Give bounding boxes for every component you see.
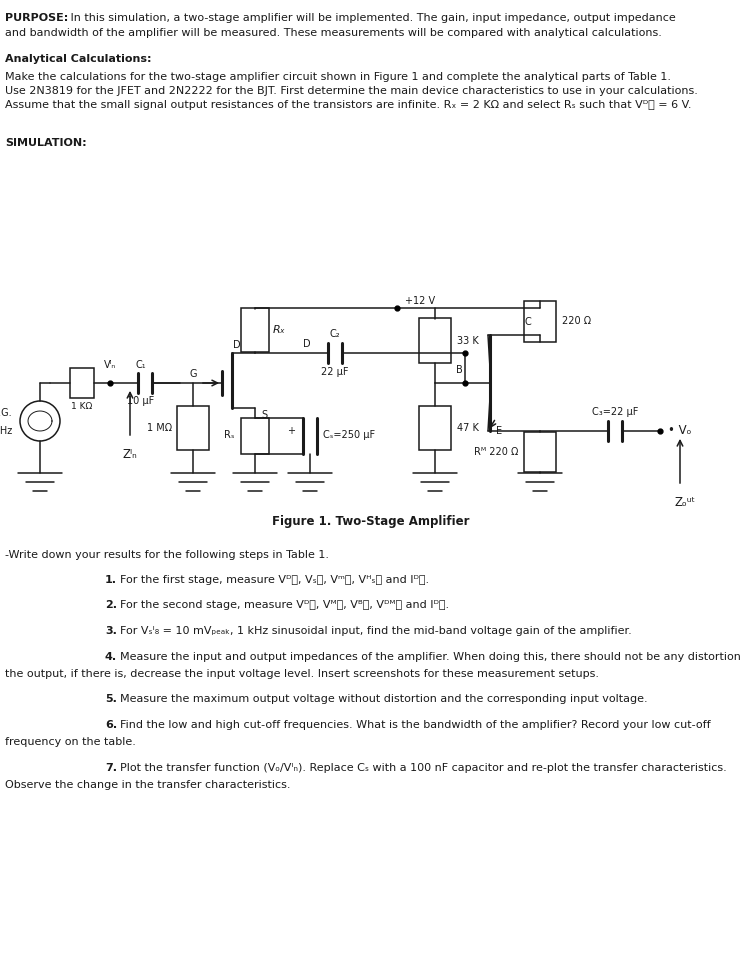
- Text: C: C: [525, 317, 532, 327]
- Text: 1 kHz: 1 kHz: [0, 426, 12, 436]
- Text: Rₓ: Rₓ: [273, 326, 286, 336]
- Text: Measure the maximum output voltage without distortion and the corresponding inpu: Measure the maximum output voltage witho…: [120, 695, 648, 704]
- Bar: [524, 302, 556, 342]
- Text: +12 V: +12 V: [405, 296, 436, 306]
- Text: 1.: 1.: [105, 575, 117, 585]
- Bar: [241, 417, 269, 453]
- Text: 10 μF: 10 μF: [128, 396, 154, 406]
- Text: 220 Ω: 220 Ω: [562, 316, 591, 327]
- Bar: [70, 368, 94, 398]
- Text: In this simulation, a two-stage amplifier will be implemented. The gain, input i: In this simulation, a two-stage amplifie…: [67, 13, 676, 23]
- Bar: [177, 406, 209, 450]
- Text: D: D: [303, 339, 311, 349]
- Text: Rᴹ 220 Ω: Rᴹ 220 Ω: [473, 447, 518, 457]
- Text: B: B: [456, 365, 463, 375]
- Text: and bandwidth of the amplifier will be measured. These measurements will be comp: and bandwidth of the amplifier will be m…: [5, 27, 662, 38]
- Text: D: D: [233, 340, 240, 350]
- Text: 4.: 4.: [105, 652, 117, 662]
- Text: 33 K: 33 K: [457, 336, 479, 345]
- Text: E: E: [496, 426, 502, 436]
- Text: S.G.: S.G.: [0, 408, 12, 418]
- Text: Use 2N3819 for the JFET and 2N2222 for the BJT. First determine the main device : Use 2N3819 for the JFET and 2N2222 for t…: [5, 86, 698, 96]
- Text: SIMULATION:: SIMULATION:: [5, 138, 87, 149]
- Text: 22 μF: 22 μF: [321, 367, 349, 377]
- Text: Rₛ: Rₛ: [225, 430, 235, 441]
- Text: Make the calculations for the two-stage amplifier circuit shown in Figure 1 and : Make the calculations for the two-stage …: [5, 71, 671, 82]
- Text: C₃=22 μF: C₃=22 μF: [592, 407, 638, 417]
- Text: • Vₒ: • Vₒ: [668, 424, 692, 438]
- Text: Assume that the small signal output resistances of the transistors are infinite.: Assume that the small signal output resi…: [5, 100, 692, 111]
- Text: Plot the transfer function (Vₒ/Vᴵₙ). Replace Cₛ with a 100 nF capacitor and re-p: Plot the transfer function (Vₒ/Vᴵₙ). Rep…: [120, 763, 726, 773]
- Text: C₁: C₁: [136, 360, 146, 370]
- Bar: [419, 318, 451, 363]
- Text: PURPOSE:: PURPOSE:: [5, 13, 68, 23]
- Text: 5.: 5.: [105, 695, 117, 704]
- Text: Zₒᵘᵗ: Zₒᵘᵗ: [674, 496, 695, 509]
- Text: 6.: 6.: [105, 720, 117, 730]
- Text: 47 K: 47 K: [457, 423, 479, 433]
- Text: +: +: [287, 425, 295, 436]
- Text: For Vₛᴵ₈ = 10 mVₚₑₐₖ, 1 kHz sinusoidal input, find the mid-band voltage gain of : For Vₛᴵ₈ = 10 mVₚₑₐₖ, 1 kHz sinusoidal i…: [120, 626, 631, 636]
- Text: frequency on the table.: frequency on the table.: [5, 738, 136, 747]
- Text: 2.: 2.: [105, 600, 117, 610]
- Text: Cₛ=250 μF: Cₛ=250 μF: [323, 430, 375, 441]
- Text: For the first stage, measure Vᴰᴤ, Vₛᴤ, Vᵐᴤ, Vᴴₛᴤ and Iᴰᴤ.: For the first stage, measure Vᴰᴤ, Vₛᴤ, V…: [120, 575, 429, 585]
- Bar: [241, 308, 269, 352]
- Text: Measure the input and output impedances of the amplifier. When doing this, there: Measure the input and output impedances …: [120, 652, 742, 662]
- Text: 7.: 7.: [105, 763, 117, 773]
- Text: C₂: C₂: [329, 329, 341, 339]
- Text: Analytical Calculations:: Analytical Calculations:: [5, 54, 151, 64]
- Bar: [524, 432, 556, 472]
- Text: 3.: 3.: [105, 626, 117, 636]
- Text: For the second stage, measure Vᴰᴤ, Vᴹᴤ, Vᴮᴤ, Vᴰᴹᴤ and Iᴰᴤ.: For the second stage, measure Vᴰᴤ, Vᴹᴤ, …: [120, 600, 449, 610]
- Text: the output, if there is, decrease the input voltage level. Insert screenshots fo: the output, if there is, decrease the in…: [5, 669, 599, 679]
- Text: Zᴵₙ: Zᴵₙ: [122, 448, 137, 461]
- Text: 1 MΩ: 1 MΩ: [147, 423, 172, 433]
- Bar: [419, 406, 451, 450]
- Text: Figure 1. Two-Stage Amplifier: Figure 1. Two-Stage Amplifier: [272, 515, 470, 528]
- Text: Observe the change in the transfer characteristics.: Observe the change in the transfer chara…: [5, 780, 291, 790]
- Text: Find the low and high cut-off frequencies. What is the bandwidth of the amplifie: Find the low and high cut-off frequencie…: [120, 720, 711, 730]
- Text: Vᴵₙ: Vᴵₙ: [104, 360, 116, 370]
- Text: S: S: [261, 410, 267, 420]
- Text: -Write down your results for the following steps in Table 1.: -Write down your results for the followi…: [5, 550, 329, 560]
- Text: 1 KΩ: 1 KΩ: [71, 402, 93, 411]
- Text: G: G: [189, 369, 197, 379]
